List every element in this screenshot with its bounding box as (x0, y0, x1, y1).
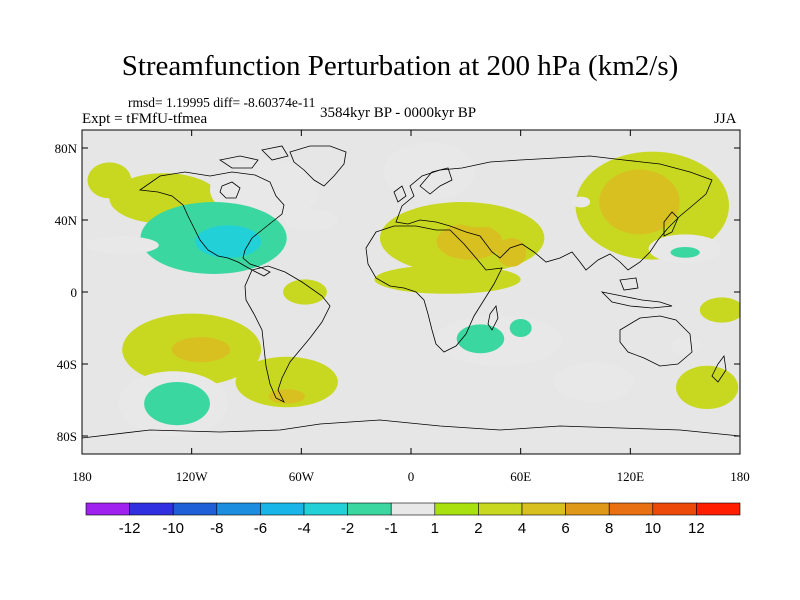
colorbar-label-4: -4 (297, 520, 310, 537)
x-tick-label-5: 120E (617, 469, 645, 484)
season-label: JJA (714, 111, 737, 127)
colorbar-swatch-9 (478, 502, 523, 516)
coast-scandinavia (419, 167, 453, 195)
colorbar-swatch-12 (608, 502, 654, 516)
coastlines (82, 145, 740, 439)
coast-madagascar (487, 305, 499, 331)
colorbar-label-7: 1 (431, 520, 439, 537)
axis-ticks: 180 120W 60W 0 60E 120E 180 80N 40N 0 40S 80S (55, 130, 750, 484)
colorbar-label-8: 2 (474, 520, 482, 537)
anomaly-region-26 (553, 362, 634, 402)
anomaly-region-5 (85, 236, 159, 255)
anomaly-region-9 (235, 356, 338, 408)
x-tick-label-4: 60E (510, 469, 531, 484)
x-tick-label-2: 60W (289, 469, 315, 484)
coast-hudson-bay (219, 181, 241, 199)
x-tick-label-0: 180 (72, 469, 92, 484)
colorbar-label-6: -1 (385, 520, 398, 537)
colorbar-label-3: -6 (254, 520, 267, 537)
x-tick-label-1: 120W (176, 469, 209, 484)
coast-australia (619, 315, 693, 367)
colorbar: -12 -10 -8 -6 -4 -2 -1 1 2 4 6 8 10 12 (85, 502, 741, 537)
anomaly-region-17 (496, 238, 527, 267)
anomaly-region-23 (599, 169, 680, 235)
colorbar-label-9: 4 (518, 520, 526, 537)
colorbar-swatch-14 (696, 502, 741, 516)
colorbar-swatch-0 (85, 502, 130, 516)
period-label: 3584kyr BP - 0000kyr BP (320, 105, 477, 121)
coast-indonesia (600, 277, 673, 309)
y-tick-label-0: 80N (55, 141, 78, 156)
coast-north-america (138, 171, 285, 277)
coast-japan (663, 211, 679, 237)
colorbar-label-13: 12 (688, 520, 705, 537)
anomaly-region-14 (383, 142, 475, 201)
coast-antarctica (82, 419, 740, 439)
coast-arctic-islands (218, 145, 289, 169)
x-tick-label-3: 0 (408, 469, 415, 484)
anomaly-region-27 (676, 365, 739, 409)
colorbar-label-2: -8 (210, 520, 223, 537)
colorbar-swatch-10 (521, 502, 566, 516)
anomaly-region-18 (374, 265, 521, 294)
anomaly-region-10 (268, 389, 305, 404)
y-tick-label-3: 40S (57, 357, 77, 372)
colorbar-swatch-3 (216, 502, 261, 516)
colorbar-swatch-11 (565, 502, 610, 516)
colorbar-swatch-13 (652, 502, 697, 516)
colorbar-label-10: 6 (561, 520, 569, 537)
colorbar-label-12: 10 (644, 520, 661, 537)
anomaly-region-8 (171, 337, 231, 363)
anomaly-region-29 (699, 297, 740, 323)
colorbar-label-1: -10 (162, 520, 184, 537)
anomaly-region-12 (144, 382, 210, 426)
anomaly-region-6 (87, 162, 132, 199)
anomaly-region-28 (670, 337, 700, 355)
coast-south-america (244, 265, 331, 403)
anomaly-region-3 (195, 225, 262, 258)
coast-greenland (289, 145, 347, 187)
colorbar-label-11: 8 (605, 520, 613, 537)
y-tick-label-1: 40N (55, 213, 78, 228)
colorbar-swatch-6 (347, 502, 392, 516)
colorbar-swatch-2 (172, 502, 218, 516)
colorbar-swatch-5 (303, 502, 348, 516)
chart-title: Streamfunction Perturbation at 200 hPa (… (121, 50, 679, 82)
colorbar-swatch-4 (260, 502, 305, 516)
colorbar-swatch-8 (434, 502, 479, 516)
colorbar-label-0: -12 (119, 520, 141, 537)
x-tick-label-6: 180 (730, 469, 750, 484)
colorbar-swatch-7 (390, 502, 436, 516)
anomaly-region-13 (283, 279, 327, 305)
experiment-label: Expt = tFMfU-tfmea (82, 111, 208, 127)
colorbar-swatch-1 (129, 502, 174, 516)
y-tick-label-2: 0 (71, 285, 78, 300)
stats-label: rmsd= 1.19995 diff= -8.60374e-11 (128, 95, 316, 110)
anomaly-region-25 (670, 247, 700, 258)
coast-new-zealand (711, 354, 727, 383)
anomaly-region-20 (456, 324, 505, 354)
anomaly-region-4 (283, 209, 338, 231)
anomaly-region-16 (436, 223, 503, 260)
anomaly-region-21 (451, 205, 510, 228)
anomaly-region-31 (571, 196, 591, 208)
anomaly-region-30 (509, 319, 532, 337)
y-tick-label-4: 80S (57, 429, 77, 444)
coast-africa (365, 225, 503, 353)
colorbar-label-5: -2 (341, 520, 354, 537)
coast-british-isles (393, 185, 407, 203)
coast-eurasia (395, 155, 713, 271)
anomaly-layer (85, 142, 740, 436)
